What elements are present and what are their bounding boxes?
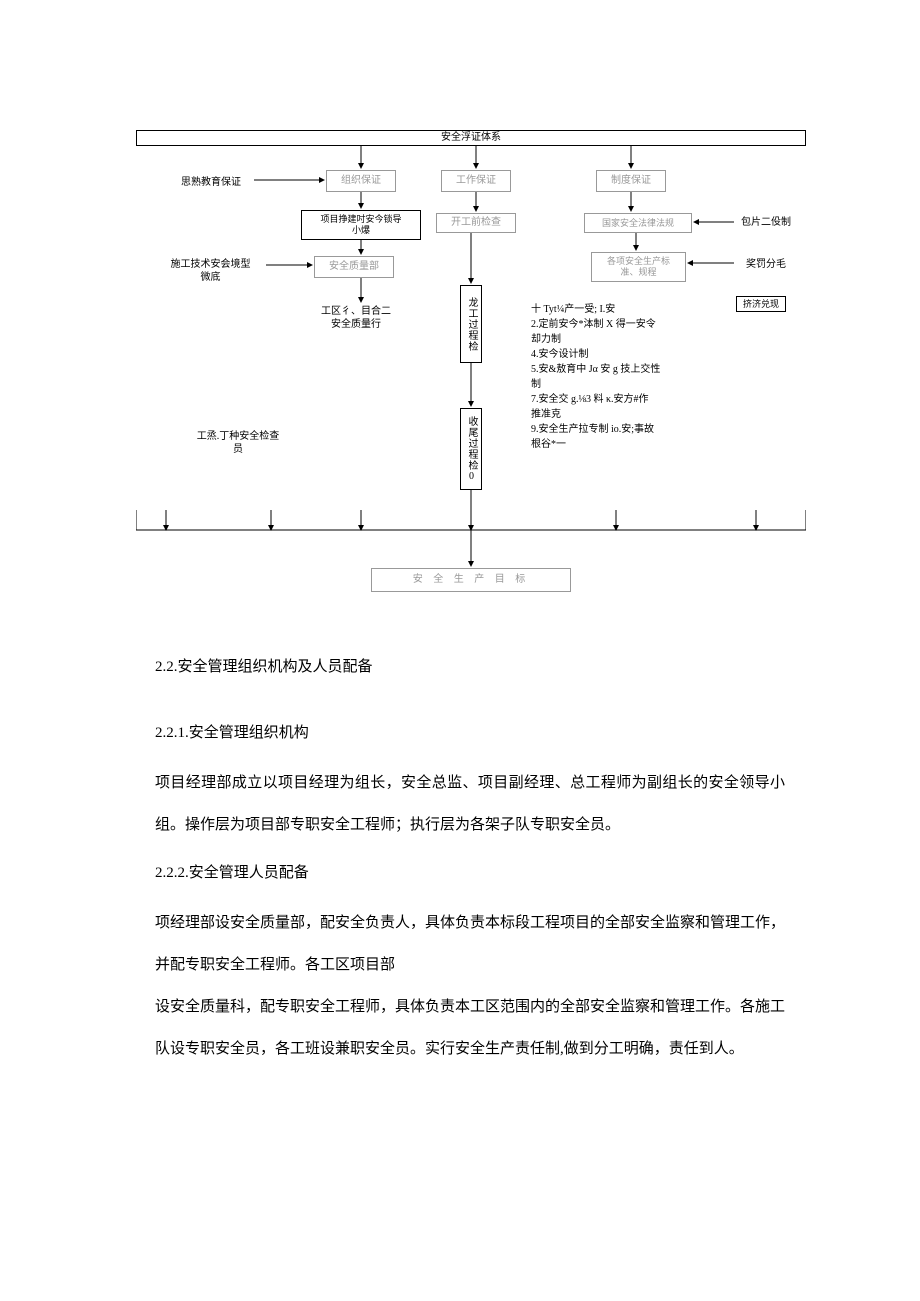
document-body: 2.2.安全管理组织机构及人员配备 2.2.1.安全管理组织机构 项目经理部成立… <box>155 640 785 1070</box>
col2-b3: 龙工过程检 <box>460 285 482 363</box>
col1-b1: 组织保证 <box>326 170 396 192</box>
label-edu: 思熟教育保证 <box>171 176 251 189</box>
paragraph: 设安全质量科，配专职安全工程师，具体负责本工区范围内的全部安全监察和管理工作。各… <box>155 986 785 1070</box>
col3-b1: 制度保证 <box>596 170 666 192</box>
rule-item: 2.定前安今*泍制 X 得一安令 <box>531 317 721 332</box>
top-title-box: 安全浮证体系 <box>136 130 806 146</box>
label-cash-box: 挤济兑现 <box>736 296 786 312</box>
rule-item: 推准克 <box>531 407 721 422</box>
rule-item: 5.安&敖育中 Jα 安 g 技上交性 <box>531 362 721 377</box>
col2-b4: 收尾过程检0 <box>460 408 482 490</box>
col2-b4-text: 收尾过程检0 <box>465 416 477 483</box>
col3-b2: 国家安全法律法规 <box>584 213 692 233</box>
label-reward: 奖罚分毛 <box>736 258 796 271</box>
heading-2-2-1: 2.2.1.安全管理组织机构 <box>155 712 785 754</box>
rule-item: 9.安全生产拉专制 io.安;事故 <box>531 422 721 437</box>
col2-b3-text: 龙工过程检 <box>465 297 477 352</box>
bottom-target-box: 安 全 生 产 目 标 <box>371 568 571 592</box>
label-inspector: 工烝.丁种安全检查 员 <box>188 430 288 456</box>
rule-item: 却力制 <box>531 332 721 347</box>
rule-list: 十 Tyt¼产一受; I.安 2.定前安今*泍制 X 得一安令 却力制 4.安今… <box>531 302 721 452</box>
heading-2-2-2: 2.2.2.安全管理人员配备 <box>155 852 785 894</box>
diagram-container: 安全浮证体系 思熟教育保证 施工技术安会境型 微底 工烝.丁种安全检查 员 包片… <box>136 130 806 600</box>
col1-b2: 项目挣建吋安今锁导 小爆 <box>301 210 421 240</box>
rule-item: 制 <box>531 377 721 392</box>
paragraph: 项经理部设安全质量部，配安全负责人，具体负责本标段工程项目的全部安全监察和管理工… <box>155 902 785 986</box>
col1-b3: 安全质量部 <box>314 256 394 278</box>
rule-item: 根谷*一 <box>531 437 721 452</box>
col2-b1: 工作保证 <box>441 170 511 192</box>
label-slice: 包片二伇制 <box>736 216 796 229</box>
rule-item: 十 Tyt¼产一受; I.安 <box>531 302 721 317</box>
label-tech: 施工技术安会境型 微底 <box>158 258 263 284</box>
rule-item: 4.安今设计制 <box>531 347 721 362</box>
paragraph: 项目经理部成立以项目经理为组长，安全总监、项目副经理、总工程师为副组长的安全领导… <box>155 762 785 846</box>
col1-b4: 工区彳、目合二 安全质量行 <box>311 305 401 331</box>
col3-b3: 各项安全生产标 准、规程 <box>591 252 686 282</box>
col2-b2: 开工前检查 <box>436 213 516 233</box>
heading-2-2: 2.2.安全管理组织机构及人员配备 <box>155 646 785 688</box>
rule-item: 7.安全交 g.⅛3 料 κ.安方#作 <box>531 392 721 407</box>
